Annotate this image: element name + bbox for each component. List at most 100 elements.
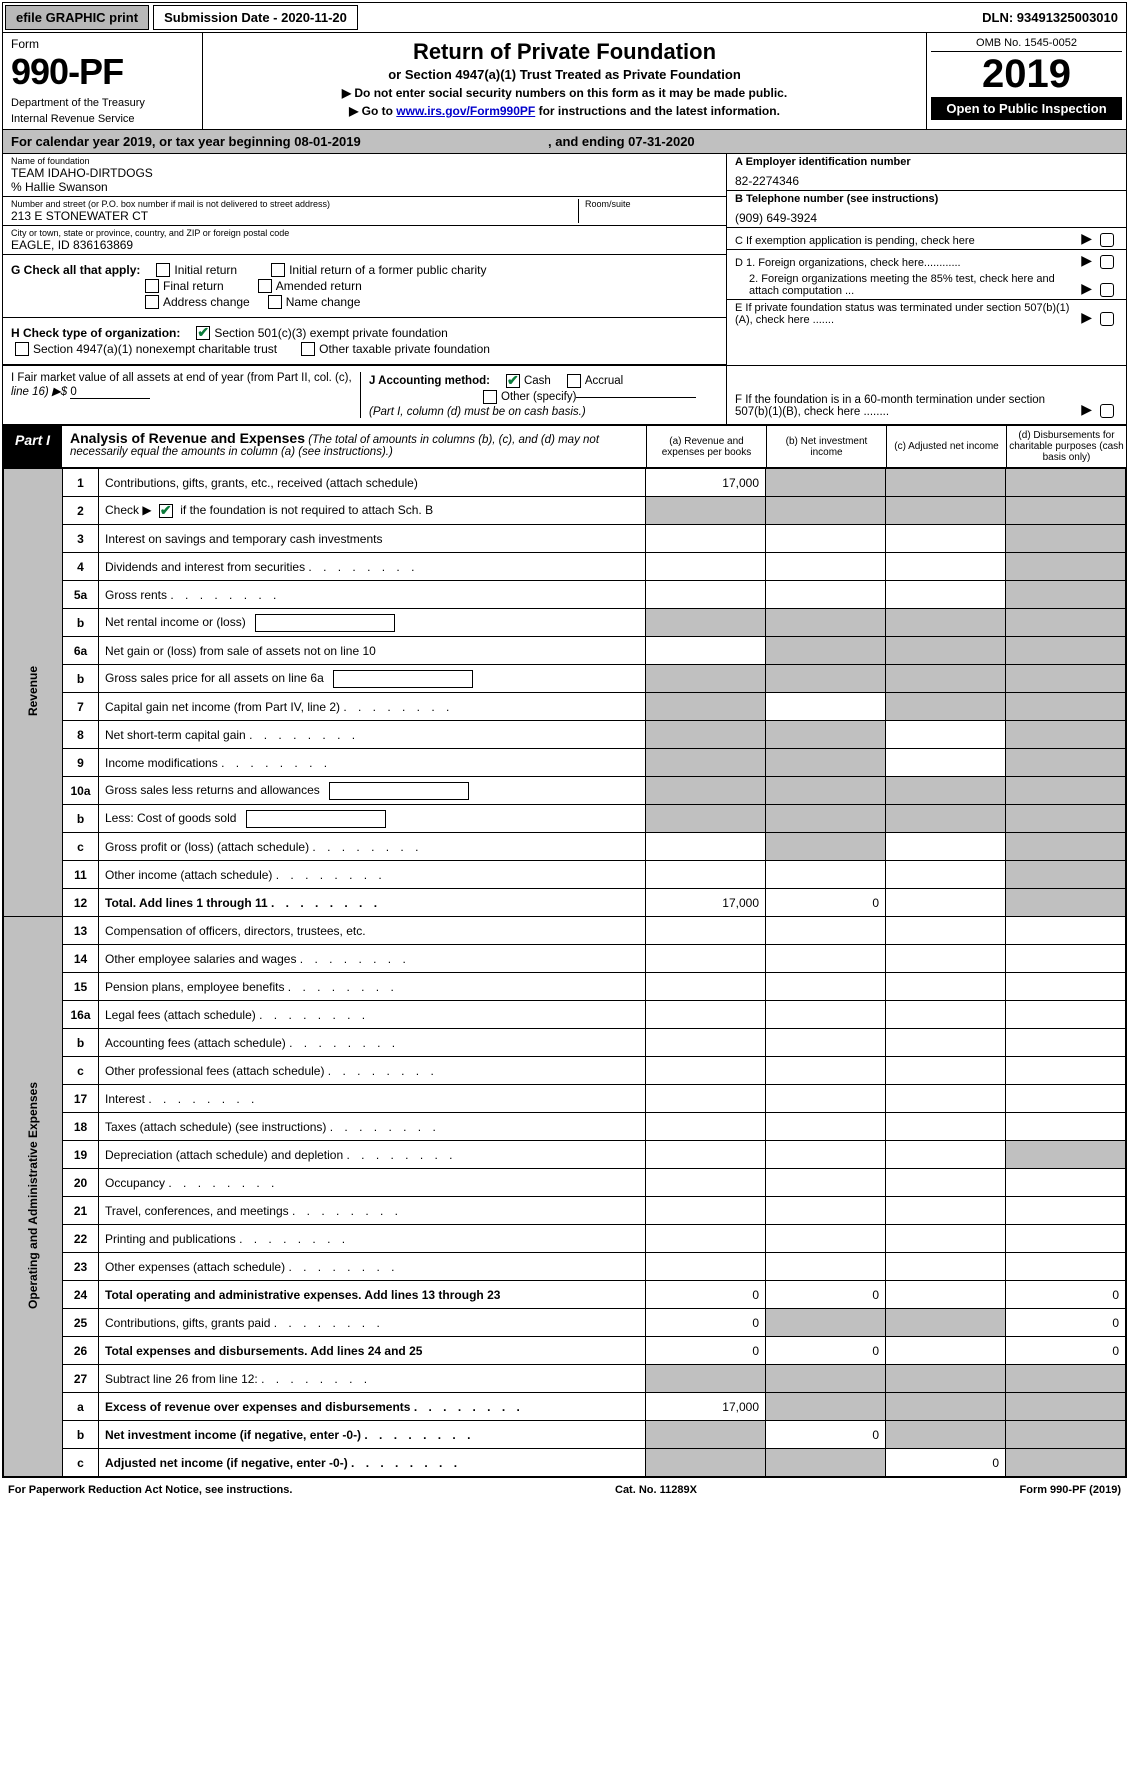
cell-20-c xyxy=(886,1169,1006,1197)
cell-6a-a xyxy=(646,637,766,665)
instr-goto-suffix: for instructions and the latest informat… xyxy=(535,104,780,118)
cell-c-c: 0 xyxy=(886,1449,1006,1477)
f-cell: F If the foundation is in a 60-month ter… xyxy=(726,366,1126,424)
g-initial-former-checkbox[interactable] xyxy=(271,263,285,277)
g-initial-return-checkbox[interactable] xyxy=(156,263,170,277)
cell-4-b xyxy=(766,553,886,581)
cell-17-c xyxy=(886,1085,1006,1113)
h-other-taxable-checkbox[interactable] xyxy=(301,342,315,356)
line-number: 18 xyxy=(63,1113,99,1141)
cell-b-a xyxy=(646,665,766,693)
cal-begin: 08-01-2019 xyxy=(294,134,361,149)
cell-13-a xyxy=(646,917,766,945)
cell-5a-c xyxy=(886,581,1006,609)
j-other-checkbox[interactable] xyxy=(483,390,497,404)
h-section: H Check type of organization: Section 50… xyxy=(3,318,726,365)
line-number: b xyxy=(63,1029,99,1057)
line-description: Travel, conferences, and meetings . . . … xyxy=(99,1197,646,1225)
line-description: Other employee salaries and wages . . . … xyxy=(99,945,646,973)
cell-20-d xyxy=(1006,1169,1126,1197)
cell-18-c xyxy=(886,1113,1006,1141)
cell-11-c xyxy=(886,861,1006,889)
d2-checkbox[interactable] xyxy=(1100,283,1114,297)
e-checkbox[interactable] xyxy=(1100,312,1114,326)
line-number: 25 xyxy=(63,1309,99,1337)
line-description: Subtract line 26 from line 12: . . . . .… xyxy=(99,1365,646,1393)
line-description: Total operating and administrative expen… xyxy=(99,1281,646,1309)
cell-13-c xyxy=(886,917,1006,945)
j-accrual-checkbox[interactable] xyxy=(567,374,581,388)
cell-27-d xyxy=(1006,1365,1126,1393)
cell-3-d xyxy=(1006,525,1126,553)
table-row: 5aGross rents . . . . . . . . xyxy=(4,581,1126,609)
g-amended-checkbox[interactable] xyxy=(258,279,272,293)
cell-5a-b xyxy=(766,581,886,609)
h-501c3-checkbox[interactable] xyxy=(196,326,210,340)
cell-1-b xyxy=(766,469,886,497)
top-bar: efile GRAPHIC print Submission Date - 20… xyxy=(3,3,1126,33)
cell-b-d xyxy=(1006,1029,1126,1057)
cell-8-d xyxy=(1006,721,1126,749)
table-row: 23Other expenses (attach schedule) . . .… xyxy=(4,1253,1126,1281)
c-checkbox[interactable] xyxy=(1100,233,1114,247)
line-description: Net short-term capital gain . . . . . . … xyxy=(99,721,646,749)
f-checkbox[interactable] xyxy=(1100,404,1114,418)
cell-18-a xyxy=(646,1113,766,1141)
cell-12-d xyxy=(1006,889,1126,917)
table-row: 15Pension plans, employee benefits . . .… xyxy=(4,973,1126,1001)
line-description: Adjusted net income (if negative, enter … xyxy=(99,1449,646,1477)
cell-24-c xyxy=(886,1281,1006,1309)
cell-20-b xyxy=(766,1169,886,1197)
cell-b-c xyxy=(886,805,1006,833)
cell-a-d xyxy=(1006,1393,1126,1421)
care-of: % Hallie Swanson xyxy=(11,180,718,194)
footer-mid: Cat. No. 11289X xyxy=(615,1484,697,1496)
cell-9-b xyxy=(766,749,886,777)
col-b-header: (b) Net investment income xyxy=(766,426,886,467)
cell-9-c xyxy=(886,749,1006,777)
g-final-return-checkbox[interactable] xyxy=(145,279,159,293)
line-description: Total expenses and disbursements. Add li… xyxy=(99,1337,646,1365)
info-left: Name of foundation TEAM IDAHO-DIRTDOGS %… xyxy=(3,154,726,365)
revenue-side-label: Revenue xyxy=(4,469,63,917)
phone-label: B Telephone number (see instructions) xyxy=(735,193,1118,205)
header-left: Form 990-PF Department of the Treasury I… xyxy=(3,33,203,129)
cell-b-b: 0 xyxy=(766,1421,886,1449)
line-number: 12 xyxy=(63,889,99,917)
g-name-change-checkbox[interactable] xyxy=(268,295,282,309)
irs-link[interactable]: www.irs.gov/Form990PF xyxy=(396,104,535,118)
d1-checkbox[interactable] xyxy=(1100,255,1114,269)
line-number: a xyxy=(63,1393,99,1421)
table-row: cOther professional fees (attach schedul… xyxy=(4,1057,1126,1085)
cell-4-a xyxy=(646,553,766,581)
cell-15-b xyxy=(766,973,886,1001)
table-row: 3Interest on savings and temporary cash … xyxy=(4,525,1126,553)
g-opt-0: Initial return xyxy=(174,263,237,277)
g-address-change-checkbox[interactable] xyxy=(145,295,159,309)
h-4947-checkbox[interactable] xyxy=(15,342,29,356)
table-row: bLess: Cost of goods sold xyxy=(4,805,1126,833)
city-label: City or town, state or province, country… xyxy=(11,228,718,238)
cell-27-c xyxy=(886,1365,1006,1393)
efile-print-button[interactable]: efile GRAPHIC print xyxy=(5,5,149,30)
table-row: cGross profit or (loss) (attach schedule… xyxy=(4,833,1126,861)
line-description: Dividends and interest from securities .… xyxy=(99,553,646,581)
cell-21-c xyxy=(886,1197,1006,1225)
cell-7-c xyxy=(886,693,1006,721)
line-description: Capital gain net income (from Part IV, l… xyxy=(99,693,646,721)
cell-14-d xyxy=(1006,945,1126,973)
cell-5a-a xyxy=(646,581,766,609)
page-footer: For Paperwork Reduction Act Notice, see … xyxy=(0,1480,1129,1500)
table-row: bAccounting fees (attach schedule) . . .… xyxy=(4,1029,1126,1057)
line-number: 9 xyxy=(63,749,99,777)
table-row: 12Total. Add lines 1 through 11 . . . . … xyxy=(4,889,1126,917)
j-cash-checkbox[interactable] xyxy=(506,374,520,388)
line-description: Interest on savings and temporary cash i… xyxy=(99,525,646,553)
line-number: c xyxy=(63,833,99,861)
col-d-header: (d) Disbursements for charitable purpose… xyxy=(1006,426,1126,467)
table-row: 9Income modifications . . . . . . . . xyxy=(4,749,1126,777)
cell-24-b: 0 xyxy=(766,1281,886,1309)
i-cell: I Fair market value of all assets at end… xyxy=(11,372,360,418)
part1-title: Analysis of Revenue and Expenses xyxy=(70,430,305,446)
cell-b-b xyxy=(766,665,886,693)
